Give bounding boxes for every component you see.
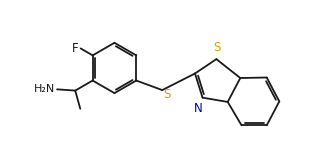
Text: F: F — [72, 42, 79, 55]
Text: S: S — [213, 41, 221, 54]
Text: S: S — [163, 88, 171, 101]
Text: H₂N: H₂N — [34, 84, 55, 94]
Text: N: N — [194, 102, 202, 115]
